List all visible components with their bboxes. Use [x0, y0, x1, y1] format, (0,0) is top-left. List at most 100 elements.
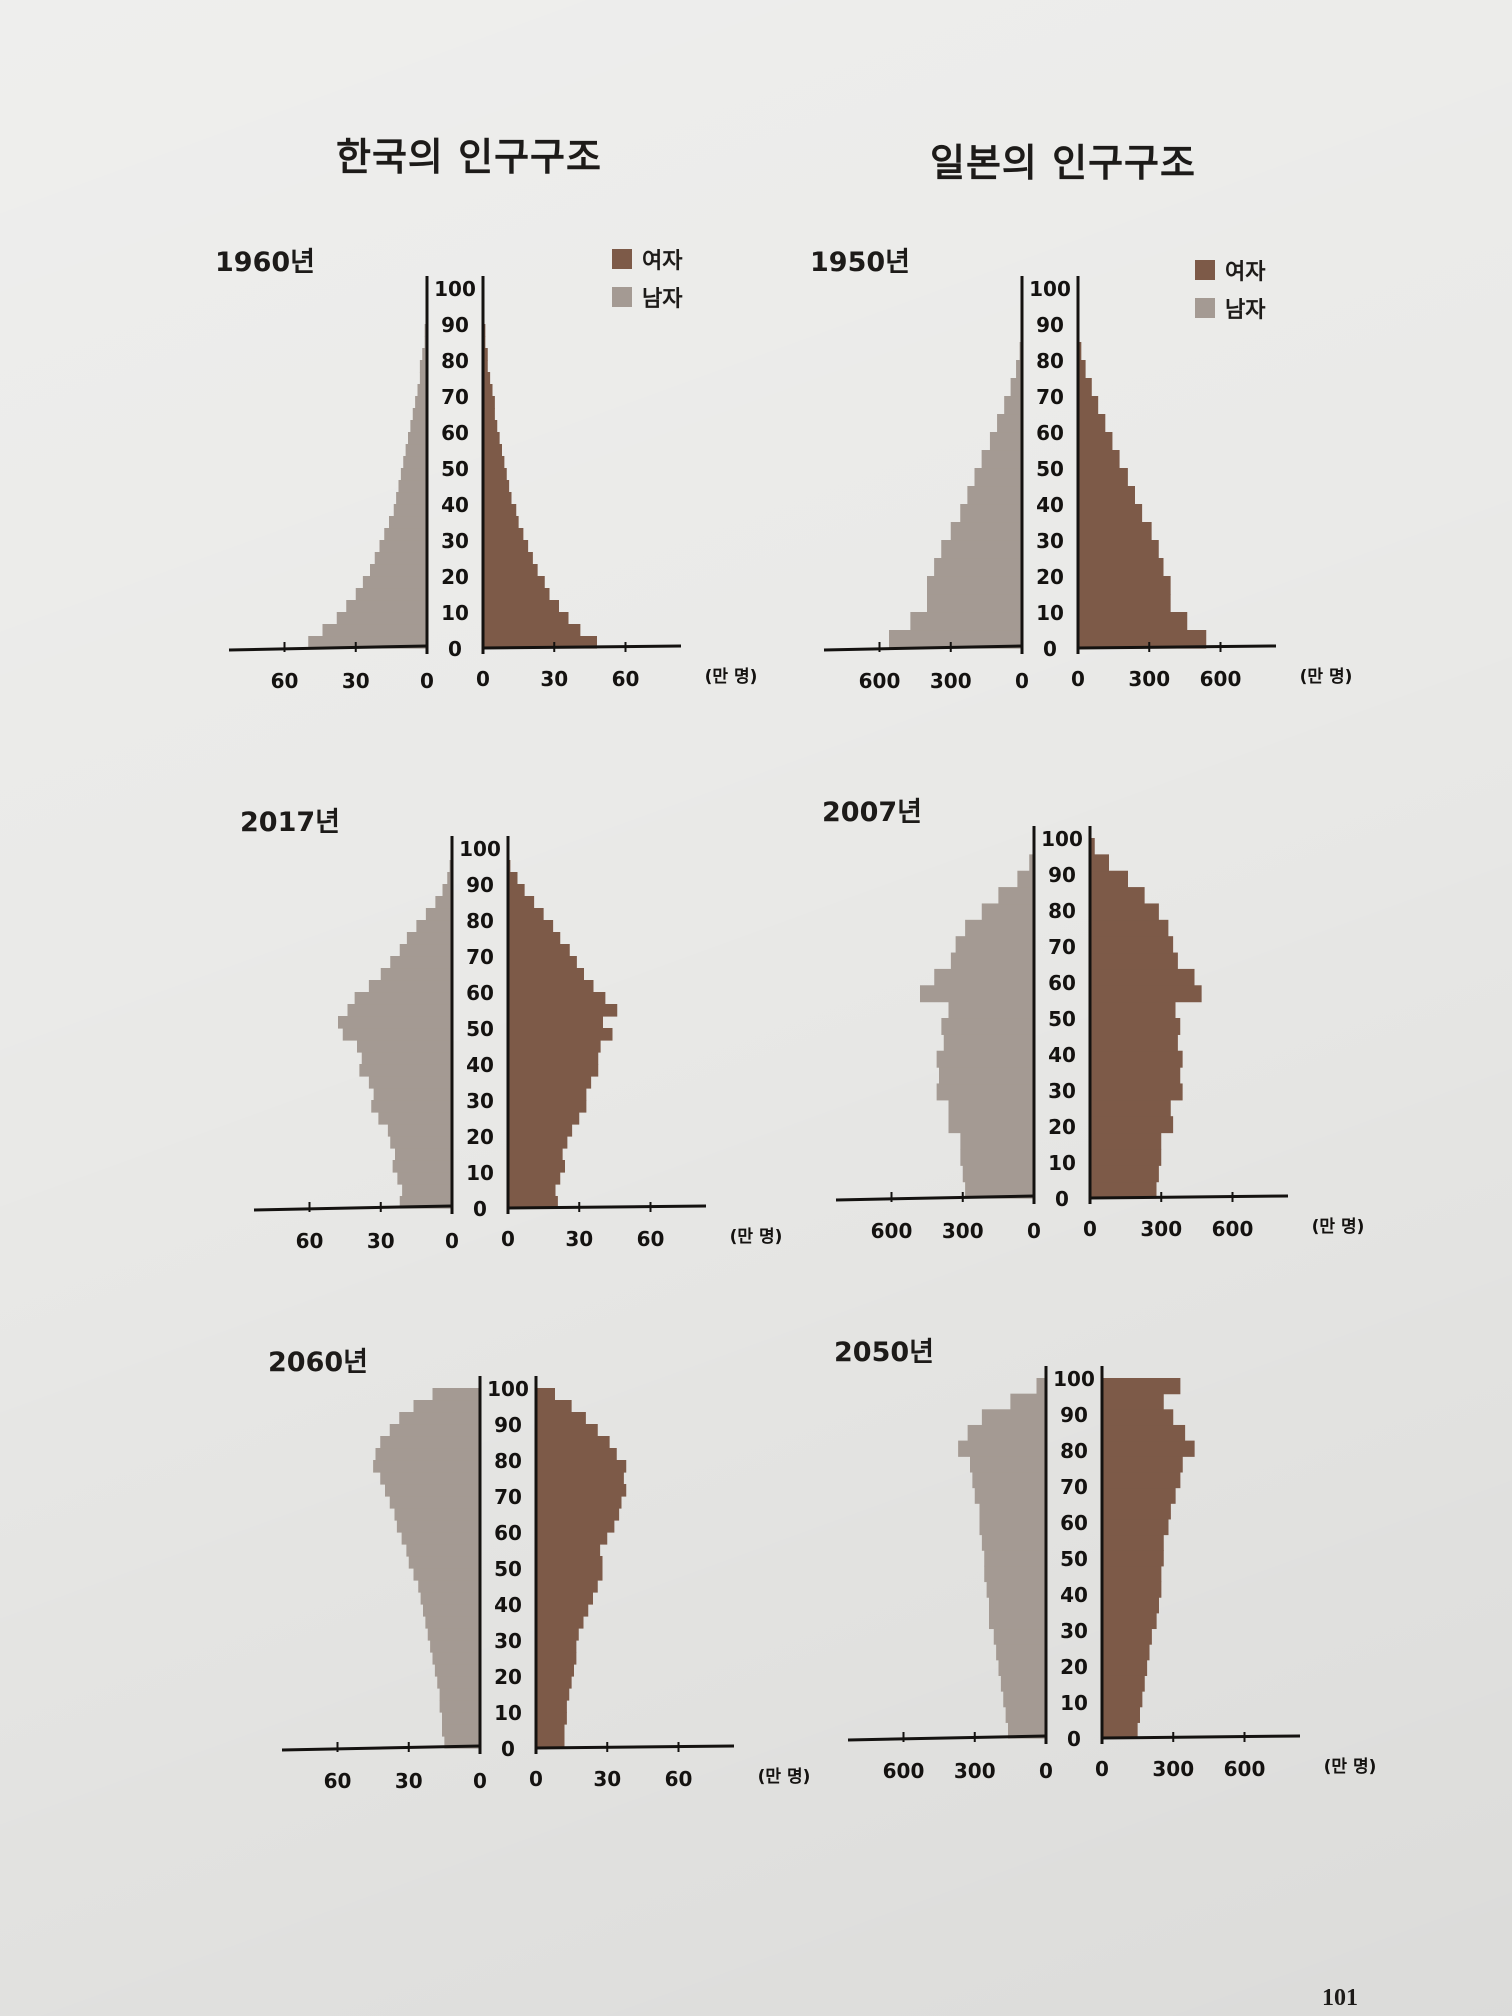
- male-bar: [998, 1659, 1046, 1676]
- x-tick-label: 300: [954, 1759, 996, 1783]
- x-tick-label: 0: [1015, 669, 1029, 693]
- male-bar: [920, 985, 1034, 1003]
- age-tick-label: 80: [494, 1449, 522, 1473]
- male-swatch: [612, 287, 632, 307]
- male-bar: [354, 992, 452, 1005]
- female-bar: [536, 1436, 610, 1449]
- male-bar: [974, 1487, 1046, 1504]
- female-bar: [483, 576, 545, 589]
- male-bar: [390, 1136, 452, 1149]
- pyramid-korea-2017: 0 10 20 30 40 50 60 70 80 90 100 60 60 30 30 0 0 (만 명) 201…: [240, 807, 782, 1280]
- female-bar: [1102, 1487, 1176, 1504]
- female-bar: [536, 1556, 603, 1569]
- page-number: 101: [1322, 1985, 1358, 2011]
- age-tick-label: 10: [466, 1161, 494, 1185]
- male-bar: [1000, 1675, 1046, 1692]
- male-bar: [974, 468, 1022, 487]
- age-tick-label: 100: [434, 277, 476, 301]
- male-bar: [392, 1160, 452, 1173]
- female-bar: [536, 1628, 579, 1641]
- baseline-right: [1089, 1194, 1289, 1200]
- unit-label: (만 명): [758, 1767, 811, 1787]
- female-bar: [536, 1544, 601, 1557]
- age-tick-label: 60: [1036, 421, 1064, 445]
- male-bar: [378, 1112, 452, 1125]
- pyramid-japan-2007: 0 10 20 30 40 50 60 70 80 90 100 600 600 300 300 0 0 (만 명…: [822, 797, 1364, 1270]
- male-bar: [396, 1520, 480, 1533]
- female-bar: [1102, 1722, 1138, 1739]
- age-tick-label: 50: [1048, 1007, 1076, 1031]
- male-bar: [357, 1040, 452, 1053]
- female-bar: [1078, 594, 1171, 613]
- female-bar: [483, 528, 524, 541]
- female-bar: [483, 372, 491, 385]
- male-bar: [989, 1597, 1046, 1614]
- age-tick-label: 60: [466, 981, 494, 1005]
- female-bar: [536, 1700, 567, 1713]
- male-bar: [432, 1652, 480, 1665]
- male-bar: [401, 1532, 480, 1545]
- x-tick-label: 30: [395, 1769, 423, 1793]
- male-bar: [359, 1064, 452, 1077]
- male-bar: [996, 1644, 1046, 1661]
- legend-label-female: 여자: [642, 249, 683, 274]
- male-bar: [934, 558, 1022, 577]
- male-bar: [993, 1628, 1046, 1645]
- x-tick-label: 0: [476, 667, 490, 691]
- female-bar: [536, 1532, 608, 1545]
- age-tick-label: 90: [466, 873, 494, 897]
- female-bar: [536, 1424, 598, 1437]
- female-bar: [483, 456, 505, 469]
- female-bar: [483, 492, 512, 505]
- male-bar: [965, 1181, 1034, 1199]
- male-bar: [430, 1640, 480, 1653]
- female-bar: [1090, 1034, 1178, 1052]
- baseline-right: [535, 1744, 735, 1750]
- x-tick-label: 0: [1039, 1759, 1053, 1783]
- male-bar: [420, 1592, 480, 1605]
- female-bar: [508, 884, 525, 897]
- age-tick-label: 0: [1043, 637, 1057, 661]
- female-bar: [508, 1004, 618, 1017]
- female-bar: [508, 872, 518, 885]
- female-swatch: [612, 249, 632, 269]
- legend-label-male: 남자: [642, 287, 683, 312]
- age-tick-label: 20: [494, 1665, 522, 1689]
- female-bar: [1090, 1116, 1174, 1134]
- chart-year-label: 2060년: [268, 1347, 368, 1378]
- male-bar: [413, 1400, 480, 1413]
- male-bar: [396, 492, 427, 505]
- female-bar: [1078, 468, 1128, 487]
- male-bar: [398, 480, 427, 493]
- age-tick-label: 70: [494, 1485, 522, 1509]
- male-bar: [979, 1518, 1046, 1536]
- female-bar: [536, 1472, 624, 1485]
- male-bar: [384, 528, 427, 541]
- female-bar: [508, 956, 577, 969]
- x-tick-label: 600: [883, 1759, 925, 1783]
- x-tick-label: 0: [529, 1767, 543, 1791]
- female-bar: [483, 564, 538, 577]
- unit-label: (만 명): [730, 1227, 783, 1247]
- male-bar: [379, 540, 427, 553]
- female-bar: [1102, 1440, 1195, 1457]
- male-bar: [967, 486, 1022, 505]
- age-tick-label: 30: [441, 529, 469, 553]
- male-bar: [427, 1628, 480, 1641]
- male-bar: [984, 1565, 1046, 1583]
- male-bar: [1004, 396, 1022, 415]
- x-tick-label: 300: [930, 669, 972, 693]
- male-bar: [361, 1052, 452, 1065]
- baseline-right: [482, 644, 682, 650]
- age-tick-label: 100: [459, 837, 501, 861]
- female-bar: [508, 1184, 556, 1197]
- male-bar: [1010, 1393, 1046, 1410]
- age-tick-label: 0: [473, 1197, 487, 1221]
- female-bar: [508, 932, 561, 945]
- female-bar: [1078, 378, 1092, 397]
- male-bar: [389, 1496, 480, 1509]
- female-bar: [508, 1112, 580, 1125]
- female-bar: [1090, 968, 1195, 986]
- x-tick-label: 60: [612, 667, 640, 691]
- age-tick-label: 30: [1060, 1619, 1088, 1643]
